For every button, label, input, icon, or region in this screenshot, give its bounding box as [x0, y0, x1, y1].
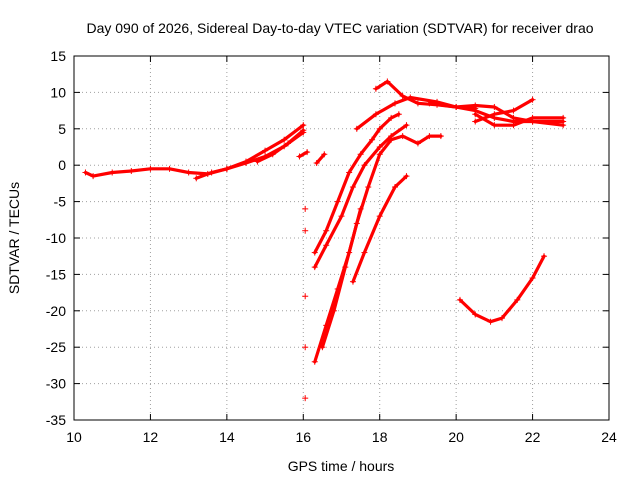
- data-point: [128, 168, 134, 174]
- y-tick-label: -35: [46, 412, 66, 428]
- series-line: [86, 125, 304, 176]
- y-tick-label: -10: [46, 230, 66, 246]
- series-arc-5: [314, 151, 328, 166]
- series-isolated: [302, 206, 308, 401]
- data-point: [186, 169, 192, 175]
- x-tick-label: 14: [219, 429, 235, 445]
- x-tick-label: 18: [372, 429, 388, 445]
- series-line: [317, 154, 325, 163]
- series-line: [322, 136, 441, 347]
- series-arc-4: [296, 149, 310, 159]
- series-arc-6: [312, 122, 410, 270]
- x-axis-label: GPS time / hours: [288, 458, 395, 474]
- data-point: [438, 133, 444, 139]
- x-tick-label: 24: [601, 429, 617, 445]
- series-line: [315, 114, 399, 252]
- series-arc-3: [254, 127, 306, 164]
- chart-title: Day 090 of 2026, Sidereal Day-to-day VTE…: [86, 20, 593, 36]
- axis-ticks: 10 12 14 16 18 20 22 24 15 10 5 0 -5 -10 -15 -20 -25 -30 -…: [46, 48, 617, 445]
- y-tick-label: 15: [50, 48, 66, 64]
- data-point: [167, 166, 173, 172]
- series-line: [257, 130, 303, 161]
- y-tick-label: -20: [46, 303, 66, 319]
- data-point: [302, 344, 308, 350]
- y-tick-label: -30: [46, 376, 66, 392]
- x-tick-label: 10: [66, 429, 82, 445]
- data-point: [109, 169, 115, 175]
- data-point: [302, 293, 308, 299]
- x-tick-label: 16: [295, 429, 311, 445]
- series-line: [300, 152, 308, 156]
- data-point: [147, 166, 153, 172]
- series-arc-7: [312, 111, 402, 255]
- y-tick-label: 0: [58, 157, 66, 173]
- data-series: [82, 78, 566, 401]
- x-tick-label: 12: [143, 429, 159, 445]
- y-tick-label: -5: [54, 194, 67, 210]
- series-line: [460, 256, 544, 322]
- x-tick-label: 20: [448, 429, 464, 445]
- series-arc-16: [457, 253, 547, 325]
- series-line: [315, 125, 407, 267]
- data-point: [302, 206, 308, 212]
- y-tick-label: -15: [46, 266, 66, 282]
- x-tick-label: 22: [525, 429, 541, 445]
- y-tick-label: 10: [50, 84, 66, 100]
- y-tick-label: -25: [46, 339, 66, 355]
- y-tick-label: 5: [58, 121, 66, 137]
- chart: Day 090 of 2026, Sidereal Day-to-day VTE…: [0, 0, 640, 480]
- grid: [74, 56, 609, 420]
- y-axis-label: SDTVAR / TECUs: [6, 182, 22, 294]
